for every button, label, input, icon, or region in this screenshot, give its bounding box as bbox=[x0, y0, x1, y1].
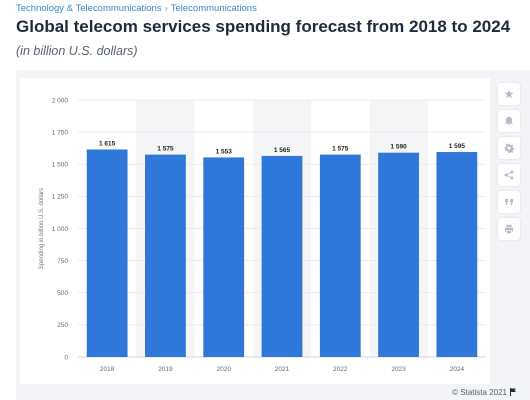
quote-icon bbox=[505, 199, 513, 205]
x-tick-label: 2020 bbox=[216, 366, 231, 373]
bar bbox=[203, 157, 245, 357]
data-label: 1 575 bbox=[332, 146, 349, 153]
y-tick-label: 1 000 bbox=[52, 226, 69, 233]
gear-icon bbox=[504, 143, 514, 153]
x-tick-label: 2024 bbox=[450, 366, 465, 373]
bar bbox=[261, 155, 303, 357]
y-axis-title: Spending in billion U.S. dollars bbox=[39, 188, 45, 269]
breadcrumb-link-technology[interactable]: Technology & Telecommunications bbox=[16, 3, 162, 14]
breadcrumb-link-telecommunications[interactable]: Telecommunications bbox=[170, 3, 257, 14]
x-tick-label: 2023 bbox=[391, 366, 406, 373]
bar bbox=[145, 154, 186, 357]
x-tick-label: 2021 bbox=[275, 366, 290, 373]
statista-credit[interactable]: © Statista 2021 bbox=[452, 388, 516, 397]
x-tick-label: 2019 bbox=[158, 366, 173, 373]
data-label: 1 565 bbox=[274, 147, 291, 154]
bell-icon bbox=[505, 116, 513, 126]
page-title: Global telecom services spending forecas… bbox=[16, 17, 511, 36]
bar bbox=[319, 154, 361, 357]
x-tick-label: 2022 bbox=[333, 366, 348, 373]
bar bbox=[378, 152, 419, 357]
x-tick-label: 2018 bbox=[100, 366, 115, 373]
print-icon bbox=[505, 224, 513, 234]
share-icon bbox=[504, 170, 514, 180]
notification-button[interactable] bbox=[498, 110, 520, 132]
share-button[interactable] bbox=[498, 164, 520, 186]
credit-text: © Statista 2021 bbox=[452, 388, 507, 397]
data-label: 1 590 bbox=[390, 144, 407, 151]
star-icon bbox=[504, 89, 514, 99]
favorite-button[interactable] bbox=[498, 83, 520, 105]
y-tick-label: 750 bbox=[57, 258, 68, 265]
y-tick-label: 250 bbox=[57, 322, 68, 329]
data-label: 1 595 bbox=[449, 143, 466, 150]
cite-button[interactable] bbox=[498, 191, 520, 213]
bar bbox=[436, 152, 478, 357]
settings-button[interactable] bbox=[498, 137, 520, 159]
data-label: 1 575 bbox=[157, 146, 174, 153]
y-tick-label: 1 500 bbox=[52, 162, 69, 169]
y-tick-label: 2 000 bbox=[52, 97, 69, 104]
page-subtitle: (in billion U.S. dollars) bbox=[16, 44, 138, 58]
bar bbox=[86, 149, 128, 357]
y-tick-label: 1 250 bbox=[52, 194, 69, 201]
print-button[interactable] bbox=[498, 218, 520, 240]
breadcrumb-separator: › bbox=[164, 3, 168, 14]
data-label: 1 615 bbox=[99, 140, 116, 147]
flag-icon bbox=[510, 388, 516, 396]
y-tick-label: 1 750 bbox=[52, 129, 69, 136]
breadcrumb: Technology & Telecommunications › Telecomm… bbox=[16, 3, 257, 14]
y-tick-label: 500 bbox=[57, 290, 68, 297]
data-label: 1 553 bbox=[216, 148, 233, 155]
y-tick-label: 0 bbox=[64, 354, 68, 361]
